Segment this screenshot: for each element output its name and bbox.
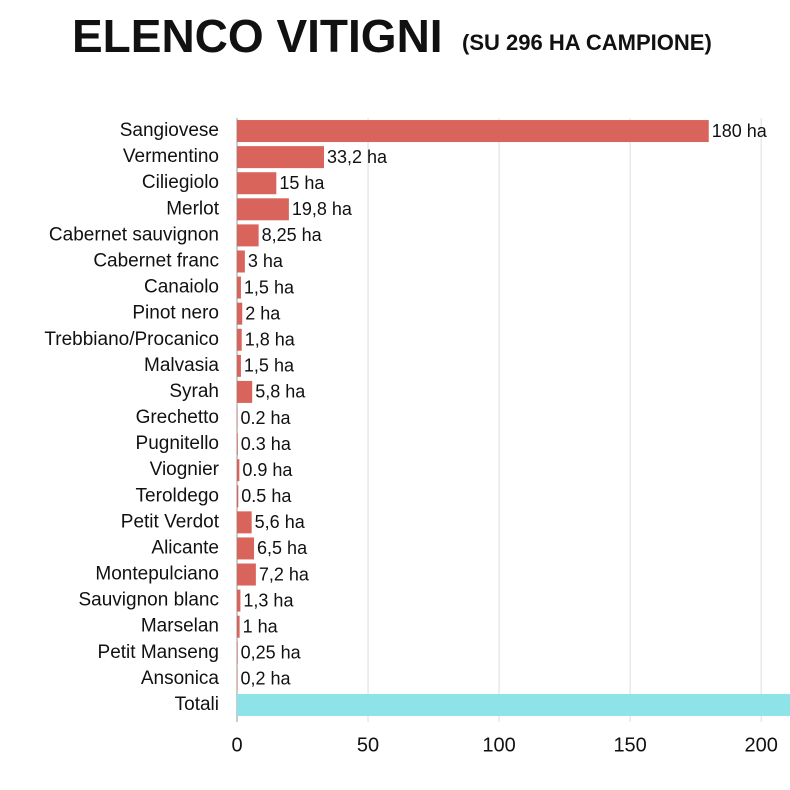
value-label: 6,5 ha bbox=[257, 538, 308, 558]
bar bbox=[237, 172, 277, 195]
category-label: Merlot bbox=[166, 198, 220, 219]
value-label: 180 ha bbox=[712, 121, 768, 141]
value-label: 2 ha bbox=[245, 303, 281, 323]
value-label: 3 ha bbox=[248, 251, 284, 271]
value-label: 7,2 ha bbox=[259, 564, 310, 584]
value-label: 0.5 ha bbox=[241, 486, 292, 506]
category-label: Teroldego bbox=[136, 485, 219, 506]
category-label: Malvasia bbox=[144, 355, 219, 376]
category-label: Sangiovese bbox=[120, 120, 219, 141]
bar bbox=[237, 641, 238, 664]
x-tick-label: 50 bbox=[357, 734, 379, 756]
bar bbox=[237, 407, 238, 429]
bar bbox=[237, 485, 239, 508]
category-label: Totali bbox=[175, 694, 219, 715]
category-label: Viognier bbox=[150, 459, 220, 480]
category-label: Ciliegiolo bbox=[142, 172, 219, 193]
x-tick-label: 150 bbox=[613, 734, 646, 756]
category-label: Petit Verdot bbox=[121, 511, 220, 532]
value-label: 0.9 ha bbox=[242, 460, 293, 480]
value-label: 1 ha bbox=[243, 616, 279, 636]
bar bbox=[237, 224, 259, 247]
bar bbox=[237, 328, 242, 351]
value-label: 0,25 ha bbox=[241, 643, 302, 663]
value-label: 15 ha bbox=[279, 173, 325, 193]
value-label: 0.2 ha bbox=[241, 408, 292, 428]
value-label: 1,5 ha bbox=[244, 356, 295, 376]
bar bbox=[237, 667, 238, 690]
value-label: 0,2 ha bbox=[241, 669, 292, 689]
category-label: Alicante bbox=[151, 537, 219, 558]
category-label: Trebbiano/Procanico bbox=[44, 329, 219, 350]
category-label: Pugnitello bbox=[136, 433, 219, 454]
category-label: Vermentino bbox=[123, 146, 219, 167]
value-label: 5,8 ha bbox=[255, 382, 306, 402]
bar bbox=[237, 433, 238, 456]
category-label: Grechetto bbox=[136, 407, 219, 428]
bar bbox=[237, 198, 289, 221]
chart-subtitle: (SU 296 HA CAMPIONE) bbox=[462, 30, 712, 55]
bar bbox=[237, 120, 709, 143]
category-label: Montepulciano bbox=[95, 564, 219, 585]
bar bbox=[237, 380, 253, 403]
bar bbox=[237, 589, 241, 612]
value-label: 5,6 ha bbox=[255, 512, 306, 532]
value-label: 33,2 ha bbox=[327, 147, 388, 167]
x-tick-label: 100 bbox=[482, 734, 515, 756]
category-label: Pinot nero bbox=[132, 303, 219, 324]
category-label: Cabernet sauvignon bbox=[49, 224, 219, 245]
category-label: Syrah bbox=[169, 381, 219, 402]
bar bbox=[237, 615, 240, 638]
chart-title: ELENCO VITIGNI bbox=[72, 10, 443, 62]
x-tick-label: 200 bbox=[744, 734, 777, 756]
bar bbox=[237, 276, 241, 299]
category-label: Cabernet franc bbox=[93, 250, 219, 271]
category-label: Ansonica bbox=[141, 668, 220, 689]
bar bbox=[237, 511, 252, 534]
bar bbox=[237, 693, 790, 716]
category-label: Marselan bbox=[141, 616, 219, 637]
bar bbox=[237, 563, 256, 586]
value-label: 1,8 ha bbox=[245, 329, 296, 349]
value-label: 0.3 ha bbox=[241, 434, 292, 454]
bar bbox=[237, 459, 240, 482]
bar bbox=[237, 146, 325, 169]
category-label: Petit Manseng bbox=[98, 642, 219, 663]
category-label: Sauvignon blanc bbox=[79, 590, 220, 611]
category-label: Canaiolo bbox=[144, 277, 219, 298]
bar bbox=[237, 537, 255, 560]
bar bbox=[237, 354, 241, 377]
value-label: 8,25 ha bbox=[262, 225, 323, 245]
value-label: 1,5 ha bbox=[244, 277, 295, 297]
value-label: 1,3 ha bbox=[243, 590, 294, 610]
value-label: 19,8 ha bbox=[292, 199, 353, 219]
bar bbox=[237, 302, 243, 325]
x-tick-label: 0 bbox=[231, 734, 242, 756]
bar bbox=[237, 250, 245, 273]
